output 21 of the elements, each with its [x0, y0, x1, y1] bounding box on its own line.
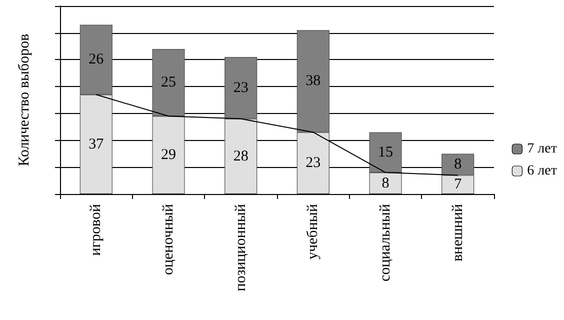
data-label: 26 [88, 52, 104, 68]
data-label: 8 [382, 175, 390, 192]
y-axis-title: Количество выборов [16, 34, 32, 166]
data-label: 23 [233, 80, 248, 96]
x-tick-label: внешний [450, 204, 466, 262]
x-tick-label: оценочный [160, 204, 176, 276]
data-label: 7 [454, 176, 462, 193]
data-label: 15 [378, 144, 393, 160]
x-tick-label: учебный [305, 204, 322, 260]
x-tick-label: игровой [88, 204, 104, 256]
data-label: 25 [161, 74, 176, 91]
data-label: 38 [306, 73, 321, 90]
legend-label: 6 лет [527, 164, 558, 178]
data-label: 23 [306, 155, 321, 172]
data-label: 28 [233, 148, 248, 164]
data-label: 37 [88, 136, 104, 152]
data-label: 8 [454, 156, 462, 172]
data-label: 29 [161, 147, 176, 164]
legend-label: 7 лет [527, 142, 558, 156]
x-tick-label: позиционный [232, 204, 249, 292]
x-tick-label: социальный [378, 204, 394, 282]
